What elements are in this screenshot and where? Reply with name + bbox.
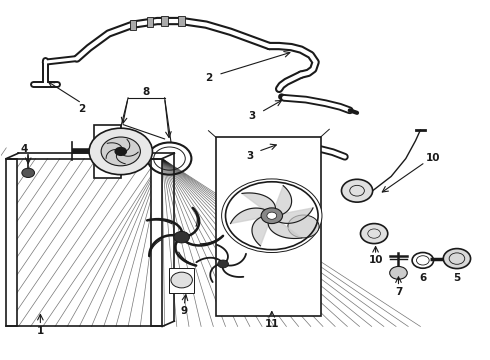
Polygon shape	[272, 208, 313, 223]
Bar	[94, 125, 121, 178]
Text: 3: 3	[249, 111, 256, 121]
Circle shape	[443, 249, 470, 269]
Polygon shape	[231, 208, 272, 224]
Circle shape	[171, 272, 193, 288]
Text: 5: 5	[453, 273, 461, 283]
Bar	[151, 158, 162, 327]
Circle shape	[101, 137, 141, 166]
Text: 4: 4	[20, 144, 27, 154]
Bar	[178, 17, 185, 26]
Circle shape	[261, 208, 283, 224]
Circle shape	[267, 212, 277, 219]
Circle shape	[22, 168, 34, 177]
Circle shape	[218, 260, 228, 268]
Circle shape	[342, 179, 373, 202]
Polygon shape	[268, 216, 302, 238]
Text: 7: 7	[395, 287, 402, 297]
Polygon shape	[272, 186, 292, 216]
Text: 11: 11	[265, 319, 279, 329]
Text: 8: 8	[143, 87, 150, 98]
Bar	[129, 19, 136, 30]
Circle shape	[361, 224, 388, 244]
Bar	[216, 137, 320, 316]
Circle shape	[221, 179, 322, 252]
Circle shape	[390, 266, 407, 279]
Circle shape	[89, 128, 152, 175]
Text: 2: 2	[78, 104, 85, 113]
Bar	[147, 17, 153, 27]
Circle shape	[174, 231, 190, 243]
Bar	[161, 16, 168, 26]
Text: 2: 2	[205, 73, 212, 83]
Text: 3: 3	[246, 151, 253, 161]
Polygon shape	[242, 193, 275, 216]
Bar	[170, 267, 194, 293]
Text: 1: 1	[37, 326, 44, 336]
Circle shape	[115, 147, 127, 156]
Text: 9: 9	[180, 306, 188, 316]
Bar	[6, 158, 17, 327]
Text: 10: 10	[425, 153, 440, 163]
Text: 6: 6	[419, 273, 426, 283]
Polygon shape	[252, 216, 272, 246]
Circle shape	[288, 215, 319, 238]
Text: 10: 10	[368, 255, 383, 265]
